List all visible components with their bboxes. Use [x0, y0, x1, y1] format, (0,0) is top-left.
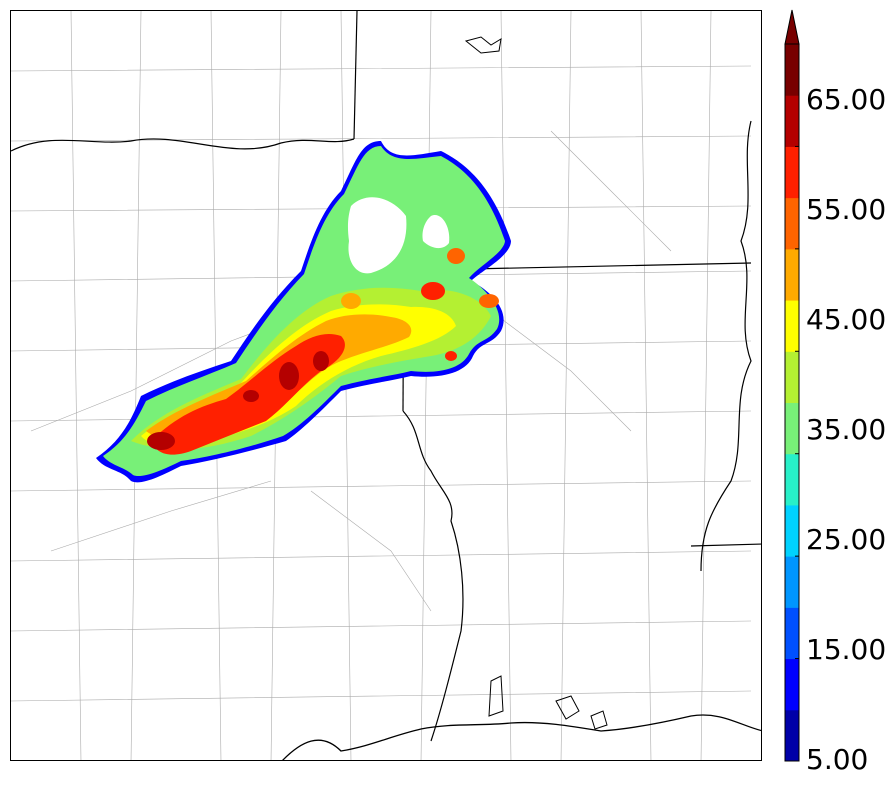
- colorbar-label-5: 5.00: [806, 743, 869, 776]
- colorbar-segment: [785, 453, 799, 506]
- colorbar-segment: [785, 504, 799, 557]
- reflectivity-cell-9: [341, 293, 361, 309]
- colorbar-segment: [785, 300, 799, 352]
- colorbar-segment: [785, 709, 799, 762]
- map-canvas: [11, 11, 761, 760]
- gulf-coastline: [282, 714, 761, 760]
- reflectivity-core-3: [313, 351, 329, 371]
- lake-outline: [464, 36, 502, 54]
- alabama-eastern-river: [700, 120, 752, 572]
- colorbar-segment: [785, 248, 799, 301]
- colorbar-label-15: 15.00: [806, 633, 887, 666]
- colorbar-segment: [785, 658, 799, 711]
- colorbar-label-65: 65.00: [806, 83, 887, 116]
- colorbar-label-55: 55.00: [806, 193, 887, 226]
- colorbar-segments: [785, 44, 799, 762]
- ms-al-line: [468, 262, 752, 270]
- reflectivity-hole: [347, 197, 407, 274]
- colorbar-frame: [784, 43, 800, 762]
- colorbar-segment: [785, 351, 799, 403]
- island-3: [590, 710, 608, 730]
- colorbar-segment: [785, 146, 799, 199]
- island-2: [555, 695, 580, 720]
- reflectivity-core-2: [279, 362, 299, 390]
- colorbar-segment: [785, 607, 799, 660]
- island-1: [488, 675, 504, 717]
- mississippi-river: [402, 410, 464, 742]
- reflectivity-field: [96, 141, 511, 483]
- reflectivity-cell-7: [479, 294, 499, 308]
- colorbar-label-35: 35.00: [806, 413, 887, 446]
- colorbar-extend-arrow: [784, 9, 800, 45]
- colorbar-label-45: 45.00: [806, 303, 887, 336]
- reflectivity-cell-5: [421, 282, 445, 300]
- colorbar-segment: [785, 95, 799, 147]
- reflectivity-cell-6: [447, 248, 465, 264]
- reflectivity-hole-2: [422, 215, 450, 249]
- reflectivity-cell-8: [445, 351, 457, 361]
- map-panel: [10, 10, 762, 761]
- arkansas-louisiana-line: [11, 138, 355, 152]
- reflectivity-core-1: [147, 432, 175, 450]
- colorbar-label-25: 25.00: [806, 523, 887, 556]
- colorbar-segment: [785, 197, 799, 250]
- reflectivity-core-4: [243, 390, 259, 402]
- tn-ms-line: [353, 11, 358, 140]
- colorbar-segment: [785, 402, 799, 455]
- colorbar-segment: [785, 44, 799, 96]
- colorbar-ticks: [795, 145, 799, 762]
- colorbar-segment: [785, 556, 799, 608]
